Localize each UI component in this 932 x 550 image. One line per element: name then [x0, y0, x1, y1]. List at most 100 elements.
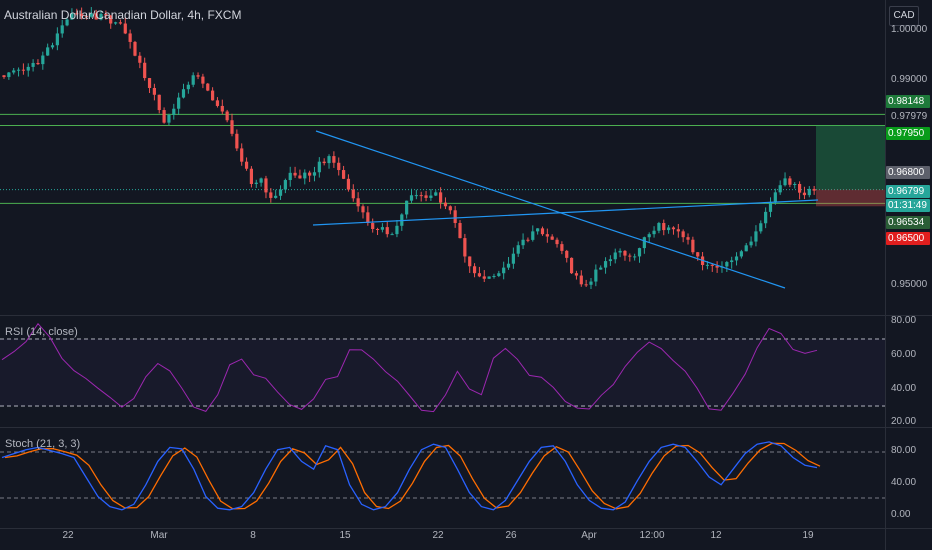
date-label: 22	[432, 530, 444, 541]
candle-body	[327, 156, 331, 164]
candle-body	[725, 262, 729, 267]
date-label: Apr	[581, 530, 597, 541]
countdown-tag: 01:31:49	[886, 199, 930, 212]
candle-body	[84, 16, 89, 18]
candle-body	[482, 276, 486, 279]
candle-body	[172, 108, 176, 115]
candle-body	[157, 94, 161, 111]
candle-body	[380, 227, 384, 230]
candle-body	[560, 244, 564, 251]
candle-body	[642, 237, 646, 249]
candle-body	[424, 195, 428, 198]
candle-body	[458, 223, 462, 239]
candle-body	[225, 111, 229, 121]
candle-body	[603, 261, 608, 268]
candle-body	[244, 161, 249, 169]
candle-body	[691, 239, 695, 253]
candle-body	[36, 62, 40, 65]
candle-body	[94, 13, 98, 20]
candle-body	[31, 62, 35, 67]
candle-body	[555, 239, 559, 245]
candle-body	[516, 245, 520, 254]
price-tag-target-high: 0.98148	[886, 95, 930, 108]
candle-body	[288, 172, 292, 181]
candle-body	[405, 200, 409, 215]
candle-body	[623, 250, 627, 256]
candle-body	[409, 195, 414, 201]
candle-body	[448, 206, 452, 211]
candle-body	[696, 252, 700, 257]
candle-body	[12, 70, 16, 73]
candle-body	[26, 66, 30, 71]
date-label: 19	[802, 530, 814, 541]
candle-body	[162, 110, 166, 123]
candle-body	[613, 252, 617, 260]
candle-body	[434, 192, 438, 196]
candle-body	[113, 22, 118, 24]
candle-body	[497, 273, 501, 276]
candle-body	[366, 212, 370, 224]
candle-body	[2, 75, 6, 78]
candle-body	[259, 178, 263, 183]
candle-body	[618, 250, 622, 253]
date-label: Mar	[150, 530, 168, 541]
candle-body	[80, 13, 84, 17]
candle-body	[739, 251, 743, 257]
price-tag-take-profit: 0.97950	[886, 127, 930, 140]
candle-body	[468, 256, 472, 267]
candle-body	[303, 172, 307, 179]
candle-body	[235, 133, 239, 149]
candle-body	[637, 248, 642, 257]
candle-body	[264, 178, 268, 193]
date-label: 12:00	[639, 530, 665, 541]
candle-body	[351, 189, 355, 199]
currency-badge[interactable]: CAD	[889, 6, 919, 26]
candle-body	[419, 195, 423, 197]
candle-body	[647, 234, 651, 238]
rsi-axis-label: 40.00	[891, 383, 917, 394]
symbol-title[interactable]: Australian Dollar/Canadian Dollar, 4h, F…	[4, 8, 242, 22]
date-label: 22	[62, 530, 74, 541]
candle-body	[715, 265, 719, 268]
candle-body	[521, 239, 525, 246]
stoch-k-line	[1, 441, 818, 511]
candle-body	[749, 241, 753, 246]
candle-body	[167, 114, 171, 123]
candle-body	[502, 267, 506, 274]
price-axis-label: 0.95000	[891, 279, 928, 290]
candle-body	[686, 237, 690, 240]
candle-body	[773, 192, 777, 202]
candle-body	[109, 15, 113, 24]
candle-body	[783, 178, 787, 186]
price-axis-label: 1.00000	[891, 24, 928, 35]
candle-body	[143, 62, 147, 79]
candle-body	[594, 269, 598, 282]
candle-body	[633, 256, 637, 258]
candle-body	[123, 23, 127, 34]
stoch-pane-title[interactable]: Stoch (21, 3, 3)	[5, 438, 81, 450]
candle-body	[652, 230, 656, 235]
candle-body	[201, 76, 205, 84]
candle-body	[453, 210, 457, 224]
rsi-pane-title[interactable]: RSI (14, close)	[5, 326, 78, 338]
candle-body	[589, 281, 593, 285]
price-tag-last: 0.96799	[886, 185, 930, 198]
candle-body	[99, 13, 103, 20]
candle-body	[133, 41, 137, 56]
candle-body	[807, 188, 811, 196]
candle-body	[657, 223, 661, 231]
candle-body	[710, 264, 714, 266]
candle-body	[385, 227, 389, 235]
ascending-trendline	[312, 199, 819, 226]
candle-body	[70, 13, 74, 20]
candle-body	[565, 250, 569, 258]
rsi-axis-label: 20.00	[891, 416, 917, 427]
candle-body	[220, 105, 224, 112]
price-axis-label: 0.97979	[891, 111, 928, 122]
candle-body	[599, 267, 603, 270]
price-tag-support: 0.96534	[886, 216, 930, 229]
candle-body	[46, 47, 50, 56]
candle-body	[254, 182, 258, 184]
